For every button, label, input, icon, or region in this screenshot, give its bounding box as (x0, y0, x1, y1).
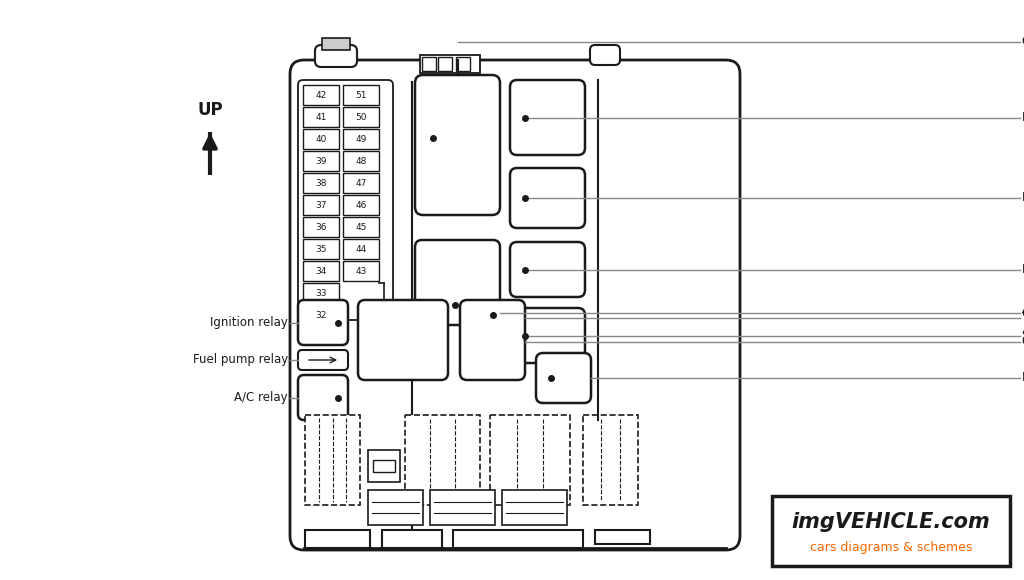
FancyBboxPatch shape (298, 300, 348, 345)
Text: UP: UP (198, 101, 223, 119)
Bar (305, 415, 360, 505)
Text: 49: 49 (355, 135, 367, 143)
FancyBboxPatch shape (298, 80, 393, 320)
Bar (343, 217, 379, 237)
Text: 37: 37 (315, 201, 327, 209)
Text: Throttle control motor relay: Throttle control motor relay (1022, 311, 1024, 324)
Bar (368, 450, 400, 482)
Text: A/C relay: A/C relay (234, 391, 288, 404)
Text: 44: 44 (355, 245, 367, 253)
Bar (303, 217, 339, 237)
Bar (373, 460, 395, 472)
Text: 39: 39 (315, 157, 327, 165)
Bar (303, 239, 339, 259)
Text: imgVEHICLE.com: imgVEHICLE.com (792, 512, 990, 532)
Text: Headlamp high relay: Headlamp high relay (1022, 191, 1024, 205)
Text: 42: 42 (315, 90, 327, 100)
FancyBboxPatch shape (315, 45, 357, 67)
Bar (343, 239, 379, 259)
Text: 50: 50 (355, 113, 367, 121)
Bar (303, 107, 339, 127)
Text: Cooling fan relay-3 (LO relay): Cooling fan relay-3 (LO relay) (1022, 335, 1024, 349)
Bar (343, 151, 379, 171)
Text: 48: 48 (355, 157, 367, 165)
Text: Cooling fan relay-2 (HI relay): Cooling fan relay-2 (HI relay) (1022, 306, 1024, 320)
Text: Fuel pump relay: Fuel pump relay (193, 353, 288, 367)
Bar (772, 496, 1010, 566)
FancyBboxPatch shape (510, 168, 585, 228)
Bar (343, 173, 379, 193)
Bar (583, 415, 638, 505)
Text: Cooling fan relay-1 (HI relay): Cooling fan relay-1 (HI relay) (1022, 35, 1024, 49)
Bar (303, 195, 339, 215)
Bar (430, 490, 495, 525)
Bar (343, 107, 379, 127)
Text: Ignition relay: Ignition relay (210, 316, 288, 329)
FancyBboxPatch shape (298, 350, 348, 370)
FancyBboxPatch shape (415, 75, 500, 215)
Text: 41: 41 (315, 113, 327, 121)
Bar (453, 530, 583, 548)
Text: 51: 51 (355, 90, 367, 100)
Bar (303, 151, 339, 171)
Bar (305, 530, 370, 548)
Text: Front fog lamp relay: Front fog lamp relay (1022, 263, 1024, 276)
Text: 43: 43 (355, 266, 367, 276)
Bar (303, 305, 339, 325)
Bar (343, 129, 379, 149)
Text: Headlamp low relay: Headlamp low relay (1022, 111, 1024, 124)
Bar (303, 173, 339, 193)
Text: 38: 38 (315, 179, 327, 187)
Bar (406, 415, 480, 505)
FancyBboxPatch shape (510, 80, 585, 155)
FancyBboxPatch shape (590, 45, 620, 65)
Bar (303, 129, 339, 149)
FancyBboxPatch shape (536, 353, 591, 403)
FancyBboxPatch shape (415, 240, 500, 325)
Bar (303, 261, 339, 281)
FancyBboxPatch shape (290, 60, 740, 550)
Text: 36: 36 (315, 223, 327, 231)
FancyBboxPatch shape (510, 242, 585, 297)
Bar (322, 38, 350, 50)
Bar (490, 415, 570, 505)
Bar (456, 57, 470, 71)
FancyBboxPatch shape (298, 375, 348, 420)
Text: 47: 47 (355, 179, 367, 187)
Text: 40: 40 (315, 135, 327, 143)
Bar (438, 57, 452, 71)
Bar (595, 530, 650, 544)
Bar (422, 57, 436, 71)
Text: 32: 32 (315, 310, 327, 320)
Text: cars diagrams & schemes: cars diagrams & schemes (810, 542, 972, 554)
Bar (368, 490, 423, 525)
FancyBboxPatch shape (358, 300, 449, 380)
Text: 33: 33 (315, 288, 327, 298)
Bar (303, 85, 339, 105)
Bar (502, 490, 567, 525)
Text: ECM relay: ECM relay (1022, 372, 1024, 385)
FancyBboxPatch shape (460, 300, 525, 380)
Text: 34: 34 (315, 266, 327, 276)
Bar (343, 261, 379, 281)
Bar (343, 85, 379, 105)
Bar (303, 283, 339, 303)
Text: 46: 46 (355, 201, 367, 209)
Text: 35: 35 (315, 245, 327, 253)
FancyBboxPatch shape (510, 308, 585, 363)
Bar (420, 55, 480, 73)
Bar (382, 530, 442, 548)
Bar (343, 195, 379, 215)
Text: 45: 45 (355, 223, 367, 231)
Text: Starter relay: Starter relay (1022, 329, 1024, 342)
